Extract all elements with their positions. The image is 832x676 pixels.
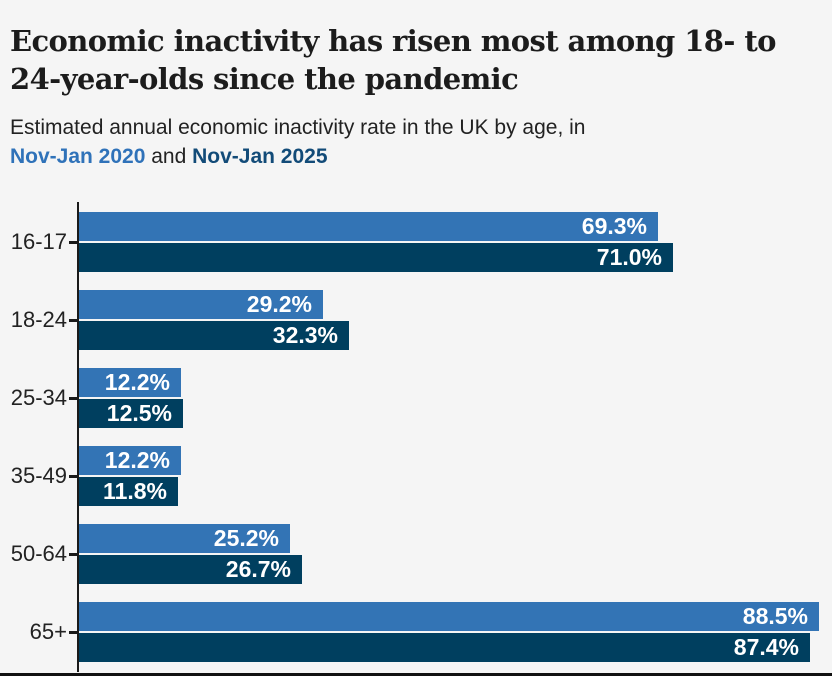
value-label: 25.2% [213, 525, 279, 551]
axis-tick [69, 631, 77, 634]
bar-65plus-nov-jan-2025: 87.4% [79, 633, 810, 662]
bar-16-17-nov-jan-2020: 69.3% [79, 212, 658, 241]
category-label-18-24: 18-24 [10, 307, 67, 332]
bar-50-64-nov-jan-2020: 25.2% [79, 524, 290, 553]
chart-subtitle: Estimated annual economic inactivity rat… [10, 113, 585, 171]
chart-title-line1: Economic inactivity has risen most among… [10, 24, 776, 58]
axis-tick [69, 319, 77, 322]
bar-35-49-nov-jan-2025: 11.8% [79, 477, 178, 506]
value-label: 11.8% [103, 478, 167, 504]
value-label: 12.5% [106, 400, 172, 426]
bar-25-34-nov-jan-2025: 12.5% [79, 399, 183, 428]
bar-16-17-nov-jan-2025: 71.0% [79, 243, 673, 272]
value-label: 26.7% [225, 556, 291, 582]
chart-title-line2: 24-year-olds since the pandemic [10, 62, 519, 96]
bar-35-49-nov-jan-2020: 12.2% [79, 446, 181, 475]
category-label-50-64: 50-64 [10, 541, 67, 566]
axis-tick [69, 553, 77, 556]
value-label: 29.2% [246, 291, 312, 317]
category-label-25-34: 25-34 [10, 385, 67, 410]
value-label: 88.5% [742, 603, 808, 629]
subtitle-conjunction: and [145, 145, 193, 168]
chart-title: Economic inactivity has risen most among… [10, 22, 776, 98]
subtitle-text: Estimated annual economic inactivity rat… [10, 116, 586, 139]
bar-65plus-nov-jan-2020: 88.5% [79, 602, 819, 631]
bar-18-24-nov-jan-2025: 32.3% [79, 321, 349, 350]
legend-series-2025: Nov-Jan 2025 [192, 145, 328, 168]
y-axis-line [77, 202, 79, 672]
axis-tick [69, 475, 77, 478]
category-label-16-17: 16-17 [10, 229, 67, 254]
axis-tick [69, 397, 77, 400]
value-label: 87.4% [733, 634, 799, 660]
category-label-65plus: 65+ [29, 619, 67, 644]
bar-18-24-nov-jan-2020: 29.2% [79, 290, 323, 319]
bar-25-34-nov-jan-2020: 12.2% [79, 368, 181, 397]
legend-series-2020: Nov-Jan 2020 [10, 145, 146, 168]
value-label: 32.3% [272, 322, 338, 348]
bar-50-64-nov-jan-2025: 26.7% [79, 555, 302, 584]
axis-tick [69, 241, 77, 244]
value-label: 12.2% [104, 369, 170, 395]
value-label: 71.0% [596, 244, 662, 270]
value-label: 12.2% [104, 447, 170, 473]
category-label-35-49: 35-49 [10, 463, 67, 488]
value-label: 69.3% [581, 213, 647, 239]
bottom-divider [0, 673, 832, 676]
